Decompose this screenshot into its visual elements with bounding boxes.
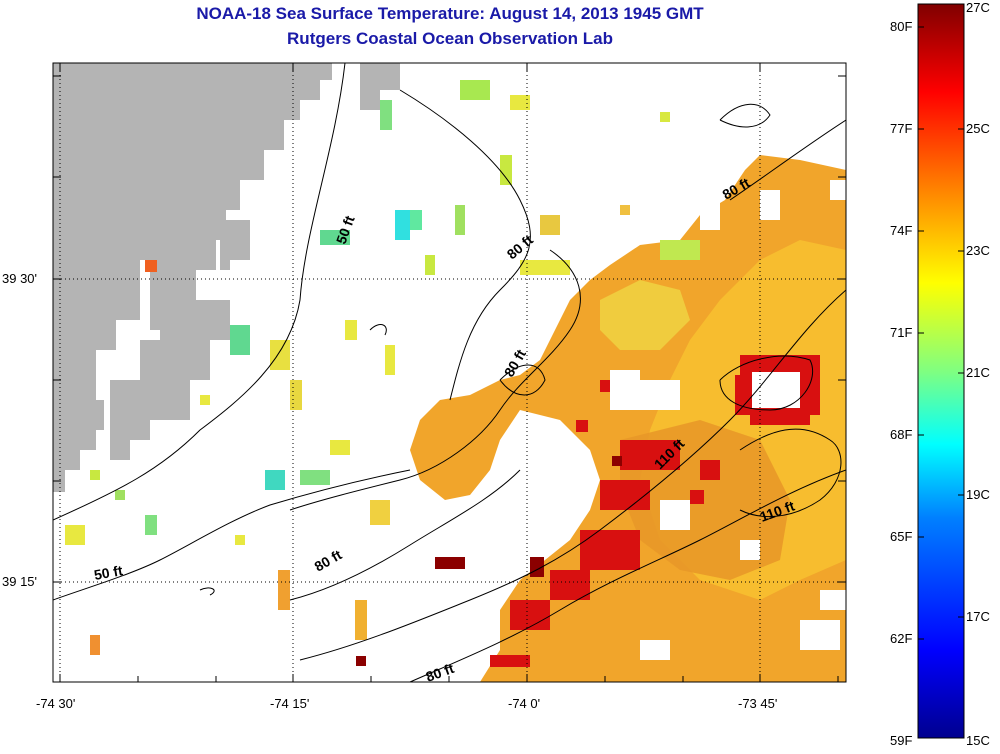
map-title: NOAA-18 Sea Surface Temperature: August … (196, 4, 704, 23)
contour-label: 50 ft (93, 562, 124, 583)
no-data-holes (610, 180, 846, 660)
land-area (110, 300, 230, 460)
contour-label: 80 ft (424, 660, 457, 685)
colorbar-c-label: 27C (966, 0, 990, 15)
colorbar-f-label: 62F (890, 631, 913, 646)
sst-hot-patches (435, 557, 465, 569)
colorbar-f-label: 77F (890, 121, 913, 136)
y-tick-label: 39 15' (2, 574, 38, 589)
contour-label: 80 ft (312, 546, 345, 574)
colorbar-ticks (918, 26, 964, 640)
map-canvas (53, 63, 846, 682)
bathymetry-contours (53, 63, 846, 682)
colorbar (917, 3, 965, 739)
colorbar-c-label: 19C (966, 487, 990, 502)
colorbar-c-label: 23C (966, 243, 990, 258)
colorbar-c-label: 17C (966, 609, 990, 624)
map-subtitle: Rutgers Coastal Ocean Observation Lab (287, 29, 613, 48)
sst-hot-patches (490, 355, 820, 667)
colorbar-f-label: 80F (890, 19, 913, 34)
land-area (220, 220, 250, 270)
colorbar-f-label: 74F (890, 223, 913, 238)
land-area (360, 63, 400, 110)
colorbar-f-label: 65F (890, 529, 913, 544)
colorbar-c-label: 21C (966, 365, 990, 380)
colorbar-c-label: 25C (966, 121, 990, 136)
contour-label: 50 ft (333, 213, 358, 246)
colorbar-f-label: 71F (890, 325, 913, 340)
sst-hot-patches (612, 456, 622, 466)
axis-ticks (53, 63, 846, 682)
sst-cool-pixels (65, 80, 700, 655)
land-area (53, 63, 332, 492)
x-tick-label: -73 45' (738, 696, 778, 711)
graticule (53, 63, 846, 682)
x-tick-label: -74 0' (508, 696, 541, 711)
sst-warm-region (600, 280, 690, 350)
y-tick-label: 39 30' (2, 271, 38, 286)
x-tick-label: -74 30' (36, 696, 76, 711)
colorbar-f-label: 68F (890, 427, 913, 442)
colorbar-c-label: 15C (966, 733, 990, 748)
sst-hot-patches (356, 656, 366, 666)
x-tick-label: -74 15' (270, 696, 310, 711)
contour-label: 80 ft (504, 231, 537, 262)
colorbar-f-label: 59F (890, 733, 913, 748)
